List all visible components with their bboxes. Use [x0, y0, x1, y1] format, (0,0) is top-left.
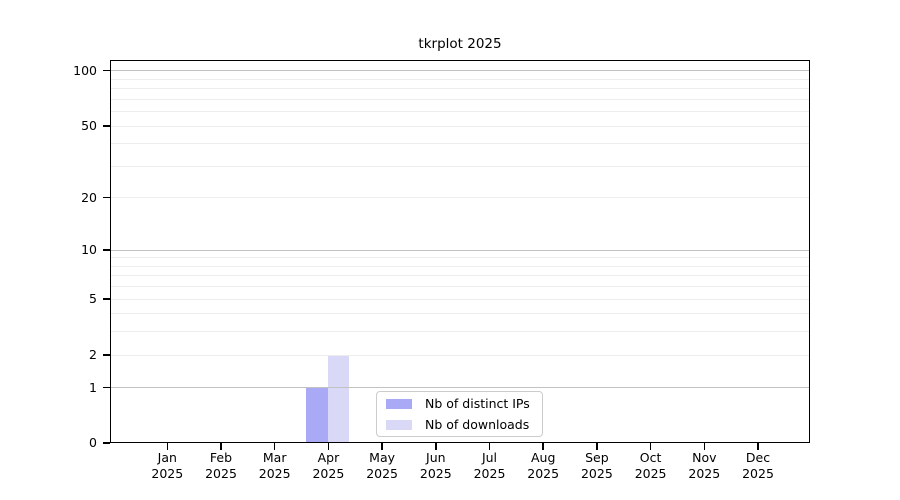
x-tick-label: Sep 2025 — [565, 450, 629, 481]
x-axis-tick — [327, 443, 330, 450]
y-axis-tick — [103, 442, 110, 444]
year-label: 2025 — [258, 465, 291, 481]
month-label: Dec — [745, 450, 771, 465]
year-label: 2025 — [688, 465, 721, 481]
month-label: Oct — [639, 450, 662, 465]
y-tick-label: 50 — [81, 118, 97, 134]
x-tick-label: Mar 2025 — [243, 450, 307, 481]
x-axis-tick — [757, 443, 759, 450]
x-axis-tick — [435, 443, 437, 450]
y-axis-tick — [103, 125, 110, 127]
y-tick-label: 5 — [89, 291, 97, 307]
month-label: Nov — [692, 450, 717, 465]
x-axis-tick — [381, 443, 383, 450]
x-tick-label: Oct 2025 — [619, 450, 683, 481]
y-axis-tick — [103, 354, 110, 356]
minor-gridline — [111, 88, 809, 90]
major-gridline — [111, 70, 809, 72]
chart-title: tkrplot 2025 — [418, 36, 502, 52]
minor-gridline — [111, 265, 809, 267]
y-axis-tick — [103, 249, 110, 251]
legend-item-downloads: Nb of downloads — [386, 416, 542, 434]
major-gridline — [111, 387, 809, 389]
minor-gridline — [111, 143, 809, 145]
x-tick-label: Jun 2025 — [404, 450, 468, 481]
y-axis-tick — [103, 386, 110, 389]
month-label: Feb — [209, 450, 233, 465]
plot-area — [110, 60, 810, 443]
month-label: Jan — [157, 450, 177, 465]
month-label: May — [369, 450, 396, 465]
year-label: 2025 — [634, 465, 667, 481]
x-axis-tick — [649, 443, 652, 450]
x-axis-tick — [166, 443, 169, 450]
minor-gridline — [111, 125, 809, 127]
month-label: Mar — [262, 450, 287, 465]
x-tick-label: Jan 2025 — [135, 450, 199, 481]
year-label: 2025 — [527, 465, 560, 481]
minor-gridline — [111, 331, 809, 333]
month-label: Sep — [585, 450, 609, 465]
minor-gridline — [111, 286, 809, 288]
minor-gridline — [111, 98, 809, 100]
year-label: 2025 — [312, 465, 345, 481]
year-label: 2025 — [151, 465, 184, 481]
y-axis-tick — [103, 69, 110, 72]
x-axis-tick — [488, 443, 491, 450]
x-tick-label: May 2025 — [350, 450, 414, 481]
y-axis-tick — [103, 196, 110, 199]
legend-item-distinct-ips: Nb of distinct IPs — [386, 395, 542, 413]
minor-gridline — [111, 313, 809, 315]
minor-gridline — [111, 111, 809, 113]
x-tick-label: Apr 2025 — [296, 450, 360, 481]
bar-distinct-ips — [306, 387, 328, 443]
month-label: Jun — [426, 450, 446, 465]
x-tick-label: Jul 2025 — [458, 450, 522, 481]
major-gridline — [111, 249, 809, 251]
y-tick-label: 100 — [73, 62, 97, 78]
month-label: Apr — [317, 450, 340, 465]
y-tick-label: 2 — [89, 347, 97, 363]
minor-gridline — [111, 275, 809, 277]
x-axis-tick — [220, 443, 222, 450]
minor-gridline — [111, 257, 809, 259]
x-tick-label: Feb 2025 — [189, 450, 253, 481]
minor-gridline — [111, 78, 809, 80]
month-label: Aug — [530, 450, 556, 465]
year-label: 2025 — [366, 465, 398, 481]
x-axis-tick — [542, 443, 544, 450]
minor-gridline — [111, 354, 809, 356]
x-tick-label: Dec 2025 — [726, 450, 790, 481]
year-label: 2025 — [473, 465, 506, 481]
year-label: 2025 — [419, 465, 452, 481]
minor-gridline — [111, 197, 809, 199]
y-tick-label: 10 — [81, 242, 97, 258]
x-axis-tick — [703, 443, 706, 450]
y-tick-label: 0 — [89, 435, 97, 450]
x-axis-tick — [596, 443, 598, 450]
x-tick-label: Aug 2025 — [511, 450, 575, 481]
legend-label: Nb of distinct IPs — [425, 396, 530, 411]
bar-downloads — [327, 354, 350, 443]
y-tick-label: 20 — [81, 189, 97, 205]
y-axis-tick — [103, 298, 110, 300]
x-axis-tick — [273, 443, 276, 450]
downloads-swatch — [386, 419, 412, 430]
distinct-ips-swatch — [386, 398, 412, 409]
x-tick-label: Nov 2025 — [672, 450, 736, 481]
year-label: 2025 — [742, 465, 774, 481]
legend-label: Nb of downloads — [425, 417, 530, 432]
year-label: 2025 — [205, 465, 237, 481]
minor-gridline — [111, 165, 809, 167]
y-tick-label: 1 — [89, 379, 97, 395]
month-label: Jul — [481, 450, 498, 465]
minor-gridline — [111, 298, 809, 300]
year-label: 2025 — [580, 465, 613, 481]
legend: Nb of distinct IPs Nb of downloads — [376, 391, 543, 437]
